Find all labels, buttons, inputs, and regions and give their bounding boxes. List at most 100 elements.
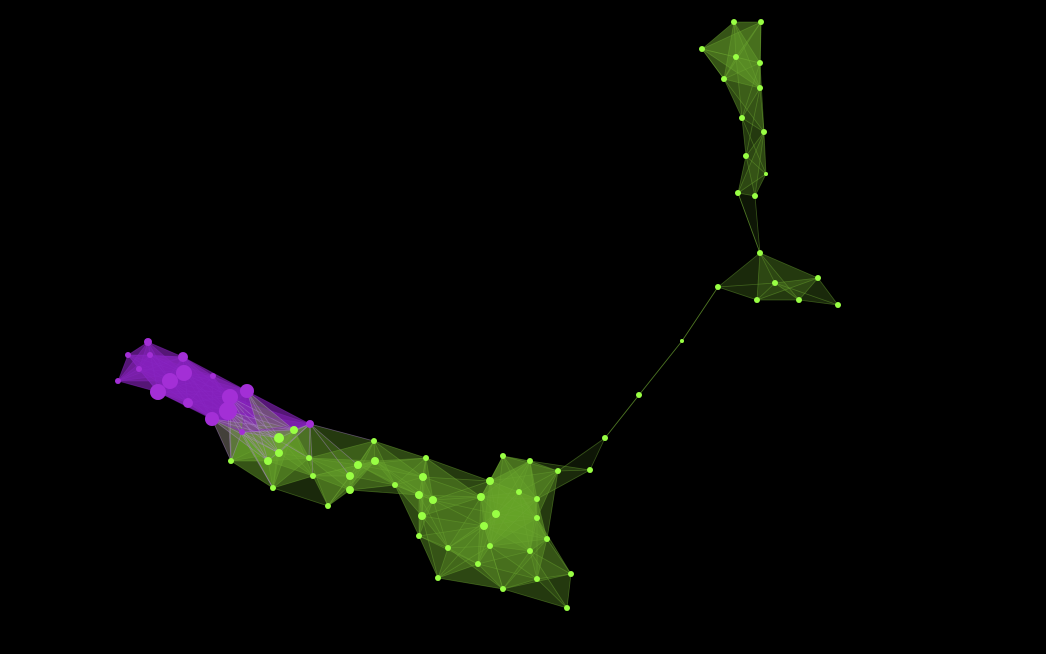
- purple-node[interactable]: [162, 373, 178, 389]
- green-node[interactable]: [699, 46, 705, 52]
- green-node[interactable]: [516, 489, 522, 495]
- green-node[interactable]: [680, 339, 684, 343]
- purple-node[interactable]: [183, 398, 193, 408]
- green-node[interactable]: [772, 280, 778, 286]
- purple-node[interactable]: [150, 384, 166, 400]
- green-node[interactable]: [275, 449, 283, 457]
- mesh-triangle: [242, 432, 279, 488]
- green-node[interactable]: [306, 455, 312, 461]
- green-node[interactable]: [435, 575, 441, 581]
- green-node[interactable]: [743, 153, 749, 159]
- green-node[interactable]: [735, 190, 741, 196]
- green-node[interactable]: [534, 576, 540, 582]
- green-node[interactable]: [270, 485, 276, 491]
- green-node[interactable]: [764, 172, 768, 176]
- green-node[interactable]: [274, 433, 284, 443]
- green-node[interactable]: [418, 512, 426, 520]
- green-node[interactable]: [290, 426, 298, 434]
- green-node[interactable]: [534, 515, 540, 521]
- graph-edge: [477, 563, 504, 590]
- green-node[interactable]: [752, 193, 758, 199]
- green-node[interactable]: [739, 115, 745, 121]
- graph-edge: [566, 573, 572, 609]
- green-node[interactable]: [555, 468, 561, 474]
- graph-edge: [349, 460, 376, 477]
- purple-node[interactable]: [205, 412, 219, 426]
- green-node[interactable]: [731, 19, 737, 25]
- green-node[interactable]: [354, 461, 362, 469]
- purple-node[interactable]: [136, 366, 142, 372]
- green-node[interactable]: [815, 275, 821, 281]
- green-node[interactable]: [500, 453, 506, 459]
- green-node[interactable]: [310, 473, 316, 479]
- green-node[interactable]: [423, 455, 429, 461]
- graph-edge: [447, 513, 497, 549]
- green-node[interactable]: [835, 302, 841, 308]
- green-node[interactable]: [636, 392, 642, 398]
- green-node[interactable]: [429, 496, 437, 504]
- mesh-triangle: [228, 411, 279, 453]
- green-node[interactable]: [477, 493, 485, 501]
- purple-node[interactable]: [222, 389, 238, 405]
- green-node[interactable]: [534, 496, 540, 502]
- green-node[interactable]: [445, 545, 451, 551]
- mesh-triangle: [183, 357, 228, 411]
- green-node[interactable]: [492, 510, 500, 518]
- mesh-triangle: [279, 438, 313, 476]
- purple-node[interactable]: [240, 384, 254, 398]
- purple-node[interactable]: [239, 429, 245, 435]
- green-node[interactable]: [587, 467, 593, 473]
- green-node[interactable]: [264, 457, 272, 465]
- green-node[interactable]: [761, 129, 767, 135]
- purple-node[interactable]: [147, 352, 153, 358]
- green-node[interactable]: [500, 586, 506, 592]
- graph-edge: [227, 410, 311, 425]
- purple-node[interactable]: [125, 352, 131, 358]
- green-node[interactable]: [346, 472, 354, 480]
- graph-edge: [267, 460, 314, 477]
- purple-node[interactable]: [178, 352, 188, 362]
- green-node[interactable]: [757, 85, 763, 91]
- green-node[interactable]: [721, 76, 727, 82]
- purple-node[interactable]: [210, 373, 216, 379]
- green-node[interactable]: [544, 536, 550, 542]
- green-node[interactable]: [486, 477, 494, 485]
- green-node[interactable]: [796, 297, 802, 303]
- green-node[interactable]: [416, 533, 422, 539]
- green-node[interactable]: [754, 297, 760, 303]
- green-node[interactable]: [715, 284, 721, 290]
- mesh-triangle: [503, 539, 571, 589]
- green-node[interactable]: [527, 458, 533, 464]
- green-node[interactable]: [325, 503, 331, 509]
- green-node[interactable]: [487, 543, 493, 549]
- green-node[interactable]: [568, 571, 574, 577]
- green-node[interactable]: [371, 457, 379, 465]
- green-node[interactable]: [228, 458, 234, 464]
- green-node[interactable]: [415, 491, 423, 499]
- green-node[interactable]: [392, 482, 398, 488]
- green-node[interactable]: [564, 605, 570, 611]
- green-node[interactable]: [346, 486, 354, 494]
- green-node[interactable]: [480, 522, 488, 530]
- green-node[interactable]: [758, 19, 764, 25]
- green-node[interactable]: [757, 60, 763, 66]
- mesh-triangle: [702, 22, 734, 79]
- mesh-triangle: [422, 458, 481, 516]
- green-node[interactable]: [527, 548, 533, 554]
- green-node[interactable]: [602, 435, 608, 441]
- purple-node[interactable]: [144, 338, 152, 346]
- green-node[interactable]: [757, 250, 763, 256]
- purple-node[interactable]: [176, 365, 192, 381]
- mesh-triangle: [481, 481, 519, 497]
- green-node[interactable]: [475, 561, 481, 567]
- mesh-triangle: [228, 397, 279, 438]
- green-node[interactable]: [371, 438, 377, 444]
- purple-node[interactable]: [115, 378, 121, 384]
- purple-node[interactable]: [306, 420, 314, 428]
- graph-edge: [447, 545, 491, 549]
- green-node[interactable]: [419, 473, 427, 481]
- graph-edge: [211, 418, 269, 462]
- purple-node[interactable]: [219, 402, 237, 420]
- green-node[interactable]: [733, 54, 739, 60]
- mesh-triangle: [490, 518, 537, 579]
